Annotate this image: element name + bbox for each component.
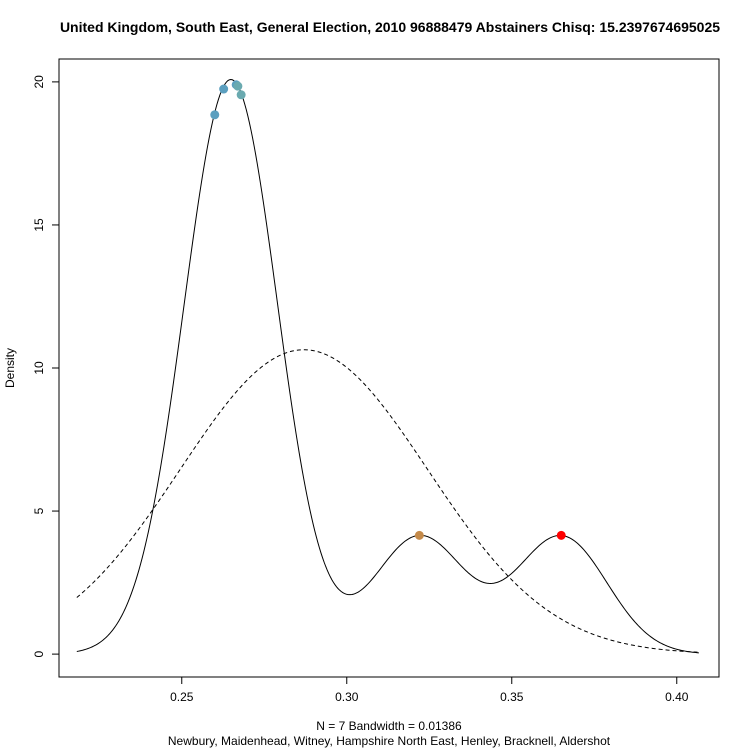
data-point [219, 84, 229, 94]
data-point [414, 530, 424, 540]
x-axis-label-line2: Newbury, Maidenhead, Witney, Hampshire N… [168, 734, 611, 748]
y-tick-label: 15 [32, 218, 46, 232]
x-axis: 0.25 0.30 0.35 0.40 [170, 676, 689, 704]
y-axis-label: Density [3, 348, 17, 388]
x-tick-label: 0.40 [665, 690, 689, 704]
chart-title: United Kingdom, South East, General Elec… [59, 19, 721, 35]
normal-reference-line [76, 349, 699, 653]
y-tick-label: 10 [32, 361, 46, 375]
data-points [210, 80, 566, 540]
x-tick-label: 0.25 [170, 690, 194, 704]
x-tick-label: 0.35 [500, 690, 524, 704]
data-point [210, 110, 220, 120]
y-tick-label: 0 [32, 650, 46, 657]
x-axis-label-line1: N = 7 Bandwidth = 0.01386 [316, 719, 462, 733]
data-point [236, 90, 246, 100]
kde-density-line [76, 78, 699, 654]
data-point [233, 81, 243, 91]
y-tick-label: 20 [32, 75, 46, 89]
y-axis: 0 5 10 15 20 [32, 75, 60, 657]
x-tick-label: 0.30 [335, 690, 359, 704]
y-tick-label: 5 [32, 507, 46, 514]
plot-frame [58, 58, 720, 678]
data-point [556, 530, 566, 540]
